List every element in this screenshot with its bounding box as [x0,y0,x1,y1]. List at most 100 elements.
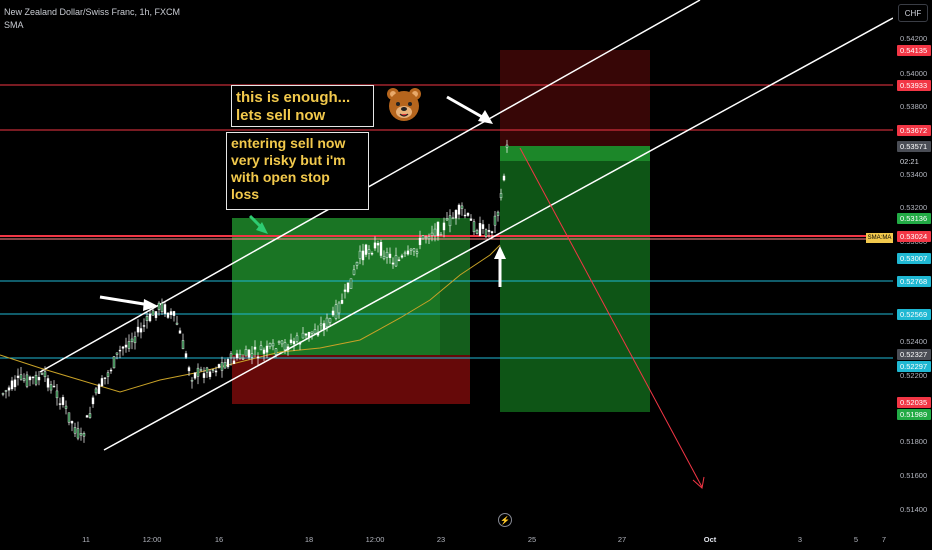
candle-body [418,237,422,246]
candle-body [460,205,464,209]
short-position-profit-zone[interactable] [500,146,650,412]
candle-body [187,367,191,372]
currency-button[interactable]: CHF [898,4,928,22]
candle-body [238,353,242,359]
price-tag: 0.51989 [897,409,931,420]
candle-body [220,362,224,371]
candle-body [403,252,407,255]
candle-body [97,384,101,394]
candle-body [19,374,23,380]
sma-value-tag: SMA:MA [866,233,893,243]
candle-body [127,341,131,349]
candle-body [364,244,368,255]
flash-icon[interactable]: ⚡ [498,513,512,527]
note-line: loss [231,186,260,202]
bear-face-icon[interactable] [386,85,422,125]
candle-body [400,255,404,258]
channel-lower-line[interactable] [103,17,894,451]
candle-body [115,352,119,355]
candle-body [217,364,221,368]
candle-body [427,236,431,239]
candle-body [91,397,95,405]
arrow-up-support[interactable] [494,246,506,287]
candlestick-series[interactable] [1,139,509,443]
arrow-top-touch[interactable] [99,295,158,311]
candle-body [109,369,113,372]
price-tick-label: 0.51800 [900,437,928,446]
candle-body [505,144,509,148]
note-sell-now[interactable]: this is enough... lets sell now [231,85,374,127]
candle-body [1,393,5,395]
short-position-stop-zone[interactable] [500,50,650,146]
candle-body [283,342,287,350]
candle-body [136,326,140,333]
candle-body [223,362,227,369]
time-tick-label: 12:00 [142,535,162,544]
candle-body [211,369,215,371]
candle-body [193,372,197,379]
candle-body [190,379,194,382]
candle-body [487,230,491,232]
time-tick-label: 16 [214,535,224,544]
price-tag: 0.52035 [897,397,931,408]
chart-area[interactable]: New Zealand Dollar/Swiss Franc, 1h, FXCM… [0,0,894,527]
candle-body [322,323,326,331]
candle-body [457,204,461,215]
candle-body [463,214,467,217]
candle-body [184,353,188,358]
projection-arrow-head [692,476,705,489]
candle-body [181,340,185,350]
candle-body [157,302,161,310]
candle-body [235,353,239,359]
candle-body [40,373,44,375]
price-tag: 0.53571 [897,141,931,152]
candle-body [292,341,296,345]
price-tag: 0.54135 [897,45,931,56]
candle-body [415,251,419,254]
candle-body [121,346,125,349]
candle-body [490,231,494,234]
candle-body [118,349,122,352]
candle-body [52,385,56,388]
candle-body [382,256,386,259]
price-tag: 02:21 [897,156,931,167]
price-tick-label: 0.53200 [900,203,928,212]
candle-body [199,369,203,371]
price-tag: 0.52569 [897,309,931,320]
long-position-stop-zone[interactable] [232,355,470,404]
candle-body [31,376,35,379]
indicator-label[interactable]: SMA [4,20,24,30]
chart-canvas[interactable] [0,0,894,527]
candle-body [79,433,83,436]
projection-arrow[interactable] [519,147,703,488]
candle-body [88,413,92,418]
candle-body [253,346,257,350]
candle-body [469,218,473,221]
sma-line[interactable] [0,244,501,393]
candle-body [286,346,290,351]
candle-body [43,371,47,378]
arrow-note-pointer[interactable] [248,214,268,234]
note-entering-sell[interactable]: entering sell now very risky but i'm wit… [226,132,369,210]
candle-body [265,345,269,353]
candle-body [10,380,14,390]
long-position-profit-zone-dark [440,218,470,355]
candle-body [154,311,158,318]
arrow-second-touch[interactable] [446,95,493,124]
candle-body [268,343,272,347]
time-axis[interactable] [0,527,893,550]
note-line: this is enough... [236,89,351,106]
candle-body [133,336,137,344]
candle-body [412,248,416,252]
candle-body [376,242,380,246]
candle-body [298,342,302,345]
candle-body [37,376,41,381]
price-tick-label: 0.53800 [900,102,928,111]
candle-body [7,387,11,391]
time-tick-label: 5 [853,535,859,544]
candle-body [256,356,260,359]
candle-body [361,250,365,261]
candle-body [166,312,170,318]
candle-body [226,359,230,368]
candle-body [85,415,89,418]
